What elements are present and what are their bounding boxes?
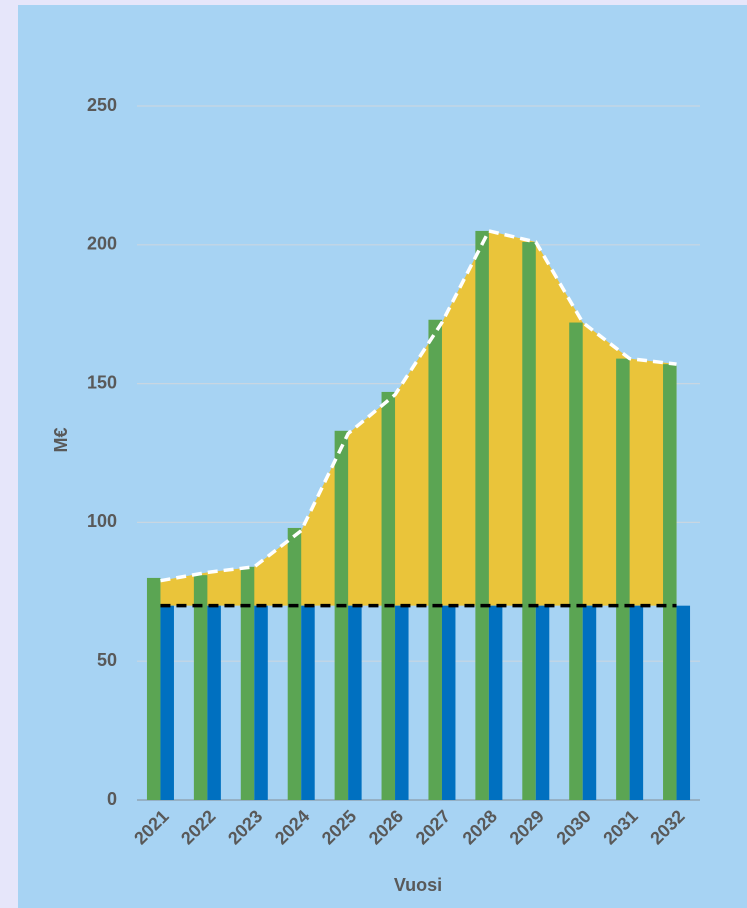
bar xyxy=(676,605,691,800)
bar xyxy=(663,364,677,800)
bar xyxy=(395,605,409,800)
bar xyxy=(240,566,255,800)
bar xyxy=(629,605,644,800)
y-tick-label: 50 xyxy=(97,650,117,670)
bar xyxy=(254,605,268,800)
bar xyxy=(287,527,302,800)
bar xyxy=(334,430,349,800)
bar xyxy=(535,605,550,800)
line xyxy=(160,228,677,583)
bar xyxy=(475,230,489,801)
bar xyxy=(301,605,315,800)
bar xyxy=(381,391,396,800)
area xyxy=(160,230,677,606)
y-tick-label: 100 xyxy=(87,511,117,531)
bar xyxy=(488,605,503,800)
x-axis-title: Vuosi xyxy=(394,875,442,895)
y-tick-label: 200 xyxy=(87,234,117,254)
y-tick-label: 150 xyxy=(87,372,117,392)
bar xyxy=(207,605,221,800)
bar xyxy=(348,605,362,800)
bar xyxy=(146,577,161,800)
y-axis-title: M€ xyxy=(51,427,71,452)
bar xyxy=(441,605,456,800)
y-tick-label: 250 xyxy=(87,95,117,115)
bar xyxy=(582,605,597,800)
bar xyxy=(569,322,583,800)
bar xyxy=(193,575,208,800)
bar xyxy=(428,319,442,800)
bar xyxy=(616,358,630,800)
y-tick-label: 0 xyxy=(107,789,117,809)
bar xyxy=(160,605,174,800)
bar xyxy=(522,242,536,801)
